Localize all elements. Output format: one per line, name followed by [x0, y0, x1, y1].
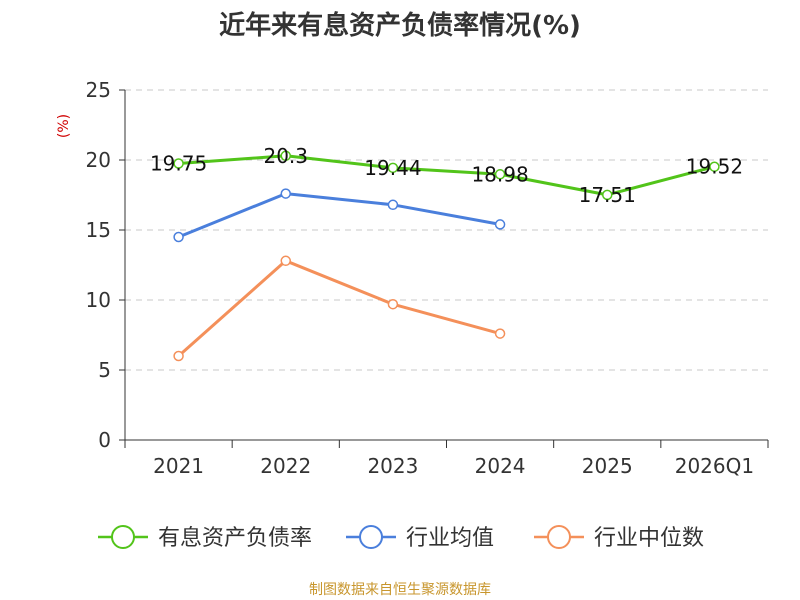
data-point [387, 162, 399, 174]
data-point [494, 219, 506, 230]
legend-marker [359, 525, 383, 549]
x-tick-label: 2021 [153, 454, 204, 478]
series-line [178, 154, 715, 197]
axes [124, 90, 768, 441]
source-note: 制图数据来自恒生聚源数据库 [309, 582, 491, 598]
grid-lines [125, 89, 768, 371]
legend: 有息资产负债率 行业均值 行业中位数 [98, 525, 704, 551]
y-tick-label: 20 [86, 148, 111, 172]
legend-item: 行业中位数 [534, 525, 704, 551]
data-point [387, 199, 399, 211]
y-tick-label: 25 [86, 78, 111, 102]
chart-title: 近年来有息资产负债率情况(%) [219, 10, 581, 41]
legend-marker [111, 525, 135, 549]
series-line [177, 259, 501, 358]
data-label: 19.52 [686, 155, 743, 179]
y-axis-ticks: 0 5 10 15 20 25 [86, 78, 125, 452]
data-label: 19.44 [364, 156, 421, 180]
y-tick-label: 0 [98, 428, 111, 452]
legend-label: 行业均值 [406, 526, 494, 551]
data-point [602, 189, 613, 201]
data-point [494, 328, 506, 339]
x-axis-ticks: 2021 2022 2023 2024 2025 2026Q1 [124, 440, 769, 478]
data-point [387, 298, 399, 310]
data-label: 19.75 [150, 152, 207, 176]
y-tick-label: 15 [86, 218, 111, 242]
legend-marker [547, 525, 571, 549]
y-tick-label: 5 [98, 358, 111, 382]
data-point [494, 169, 506, 180]
data-label: 18.98 [471, 162, 528, 186]
series-1 [173, 188, 506, 243]
legend-item: 有息资产负债率 [98, 525, 312, 551]
x-tick-label: 2023 [367, 454, 418, 478]
series-2 [173, 255, 506, 362]
series-layer: 19.75 20.3 19.44 18.98 17.51 19.52 [150, 144, 743, 362]
y-tick-label: 10 [86, 288, 111, 312]
data-point [280, 150, 291, 162]
data-label: 17.51 [579, 183, 636, 207]
data-point [173, 231, 184, 243]
x-tick-label: 2026Q1 [675, 454, 754, 478]
data-point [173, 158, 184, 169]
series-line [178, 192, 501, 239]
x-tick-label: 2024 [475, 454, 526, 478]
x-tick-label: 2022 [260, 454, 311, 478]
y-axis-unit: (%) [56, 114, 72, 138]
x-tick-label: 2025 [582, 454, 633, 478]
data-point [173, 350, 184, 362]
data-point [280, 255, 291, 267]
data-point [709, 161, 720, 172]
legend-label: 行业中位数 [594, 526, 704, 551]
data-label: 20.3 [263, 144, 308, 168]
data-point [280, 188, 291, 199]
series-0: 19.75 20.3 19.44 18.98 17.51 19.52 [150, 144, 743, 207]
legend-item: 行业均值 [346, 525, 494, 551]
legend-label: 有息资产负债率 [158, 526, 312, 551]
